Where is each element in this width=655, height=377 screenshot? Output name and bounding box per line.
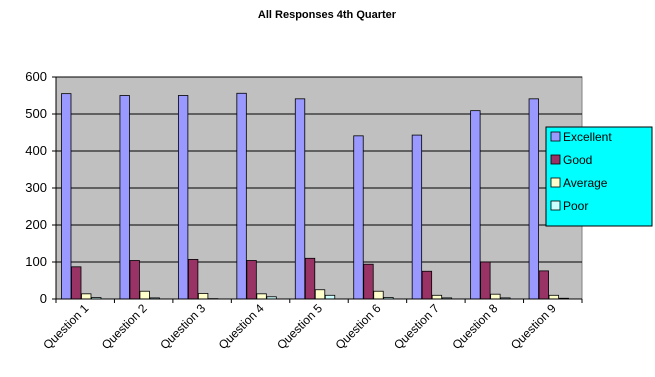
legend-swatch — [550, 154, 561, 165]
y-tick-label: 600 — [25, 69, 47, 84]
x-tick-label: Question 9 — [508, 301, 559, 352]
bar-excellent-6 — [353, 135, 364, 300]
bar-good-2 — [129, 260, 140, 300]
bar-excellent-8 — [470, 110, 481, 300]
bar-average-2 — [139, 290, 150, 300]
bar-good-1 — [71, 266, 82, 300]
bar-average-9 — [548, 294, 559, 300]
legend-box — [545, 126, 653, 227]
y-tick-label: 400 — [25, 143, 47, 158]
bar-good-3 — [187, 259, 199, 300]
legend: Excellent Good Average Poor — [545, 126, 653, 227]
bar-average-8 — [490, 293, 501, 300]
bar-poor-5 — [324, 294, 336, 300]
x-tick-label: Question 3 — [157, 301, 208, 352]
y-tick-label: 300 — [25, 180, 47, 195]
bar-average-1 — [81, 293, 92, 300]
legend-label: Excellent — [563, 130, 612, 144]
bar-excellent-9 — [528, 98, 539, 300]
x-tick-label: Question 7 — [391, 301, 442, 352]
x-tick-label: Question 8 — [450, 301, 501, 352]
y-tick-label: 100 — [25, 254, 47, 269]
bar-good-9 — [538, 270, 549, 300]
bar-excellent-3 — [177, 95, 189, 300]
bar-average-3 — [197, 293, 209, 300]
x-axis: Question 1 Question 2 Question 3 Question 4… — [40, 298, 583, 352]
y-tick-label: 0 — [40, 291, 47, 306]
x-tick-label: Question 5 — [274, 301, 325, 352]
bar-excellent-1 — [61, 93, 72, 300]
chart-title: All Responses 4th Quarter — [258, 9, 397, 21]
bar-good-5 — [304, 257, 316, 300]
y-tick-label: 500 — [25, 106, 47, 121]
bar-excellent-5 — [294, 98, 306, 300]
legend-swatch — [550, 200, 561, 211]
legend-swatch — [550, 131, 561, 142]
bar-good-6 — [363, 263, 374, 300]
bar-average-4 — [256, 293, 267, 300]
legend-label: Good — [563, 153, 592, 167]
bar-excellent-4 — [236, 92, 247, 300]
legend-label: Poor — [563, 199, 588, 213]
bar-average-5 — [314, 289, 326, 300]
x-tick-label: Question 4 — [216, 301, 267, 352]
legend-swatch — [550, 177, 561, 188]
x-tick-label: Question 6 — [333, 301, 384, 352]
bars — [61, 92, 569, 300]
legend-label: Average — [563, 176, 608, 190]
x-tick-label: Question 2 — [99, 301, 150, 352]
bar-good-7 — [421, 270, 433, 300]
bar-good-8 — [480, 261, 491, 300]
y-axis: 0 100 200 300 400 500 600 — [25, 69, 57, 306]
bar-average-7 — [431, 294, 443, 300]
y-tick-label: 200 — [25, 217, 47, 232]
bar-excellent-2 — [119, 95, 130, 300]
bar-average-6 — [373, 290, 384, 300]
bar-good-4 — [246, 260, 257, 300]
bar-excellent-7 — [411, 134, 423, 300]
x-tick-label: Question 1 — [40, 301, 91, 352]
